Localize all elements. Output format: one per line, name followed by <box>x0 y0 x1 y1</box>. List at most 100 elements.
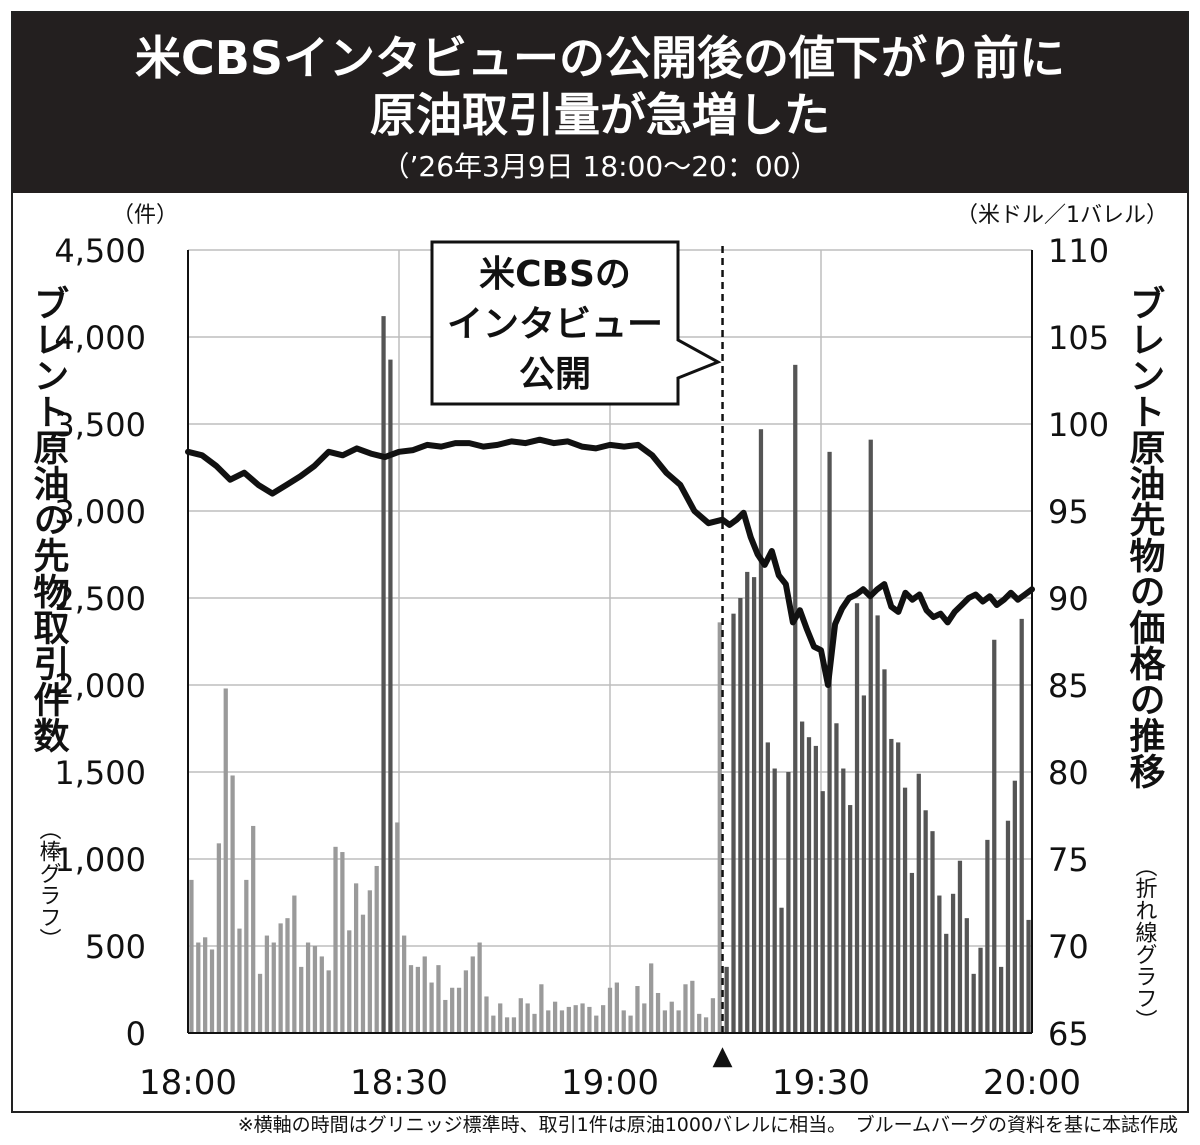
bar <box>360 914 366 1033</box>
bar <box>498 1003 503 1033</box>
bar <box>484 996 489 1033</box>
bar <box>751 577 757 1033</box>
bar <box>813 745 818 1033</box>
y-right-tick-label: 75 <box>1048 841 1089 879</box>
bar <box>786 772 791 1033</box>
bar <box>504 1017 510 1033</box>
bar <box>271 942 276 1033</box>
bar <box>854 603 860 1033</box>
bar <box>552 1001 558 1033</box>
y-right-tick-label: 110 <box>1048 232 1109 270</box>
y-left-tick-label: 0 <box>126 1015 146 1053</box>
bar <box>587 1006 592 1033</box>
left-axis-unit: （件） <box>112 203 178 228</box>
bar <box>518 998 523 1033</box>
bar <box>244 879 249 1033</box>
bar <box>710 998 716 1033</box>
bar <box>285 918 290 1033</box>
bar <box>614 982 619 1033</box>
left-axis-title-note: （棒グラフ） <box>36 818 62 950</box>
bar <box>456 987 462 1033</box>
bar <box>353 883 359 1033</box>
bar <box>827 451 832 1034</box>
bar <box>662 1010 668 1033</box>
callout-line-1: 米CBSの <box>479 254 631 295</box>
bar <box>388 359 393 1033</box>
y-right-tick-label: 70 <box>1048 928 1089 966</box>
bar <box>985 839 990 1033</box>
outer-frame <box>11 11 1189 1113</box>
bar <box>916 773 921 1033</box>
bar <box>223 688 228 1033</box>
bar <box>340 852 345 1033</box>
bar <box>902 787 908 1033</box>
bar <box>196 942 201 1033</box>
bar <box>251 825 256 1033</box>
header-background <box>13 13 1187 193</box>
bar <box>305 942 311 1033</box>
y-right-tick-label: 95 <box>1048 493 1089 531</box>
bar <box>450 987 455 1033</box>
bar <box>415 966 420 1033</box>
bar <box>326 970 331 1033</box>
bar <box>1026 919 1031 1033</box>
bar <box>203 937 208 1033</box>
price-line <box>185 436 1035 688</box>
bar <box>278 923 283 1033</box>
y-left-tick-label: 500 <box>85 928 146 966</box>
bar <box>724 966 729 1033</box>
bar <box>367 890 372 1033</box>
bar <box>237 928 242 1033</box>
bar <box>594 1015 599 1033</box>
bar <box>635 986 640 1033</box>
bar <box>292 895 297 1033</box>
bar <box>738 598 743 1033</box>
bar <box>758 429 764 1034</box>
bar <box>230 775 235 1033</box>
bar <box>697 1013 702 1033</box>
price-line-layer <box>185 436 1035 688</box>
bar <box>209 949 215 1033</box>
bar <box>848 805 853 1033</box>
bar <box>395 822 400 1033</box>
y-right-tick-label: 85 <box>1048 667 1089 705</box>
right-axis-unit: （米ドル／1バレル） <box>956 203 1168 228</box>
bar <box>470 956 475 1033</box>
bar <box>841 768 846 1033</box>
bar <box>649 963 654 1033</box>
y-left-tick-label: 2,500 <box>54 580 146 618</box>
y-right-tick-label: 100 <box>1048 406 1109 444</box>
bar <box>964 918 969 1033</box>
bar <box>1012 780 1017 1033</box>
y-left-tick-label: 1,000 <box>54 841 146 879</box>
bar <box>257 973 263 1033</box>
bar <box>937 895 942 1033</box>
bar <box>861 695 867 1033</box>
bar <box>992 639 997 1033</box>
bar <box>333 846 338 1033</box>
bar <box>923 810 928 1033</box>
bar <box>957 860 963 1033</box>
y-left-tick-label: 4,500 <box>54 232 146 270</box>
bar <box>189 879 194 1033</box>
bar <box>745 571 750 1033</box>
bar <box>868 439 873 1033</box>
bar <box>628 1015 633 1033</box>
bar <box>621 1010 626 1033</box>
bar <box>690 980 695 1033</box>
y-left-tick-label: 3,500 <box>54 406 146 444</box>
bar <box>546 1010 551 1033</box>
bar <box>1019 618 1024 1033</box>
x-tick-label: 18:30 <box>350 1063 448 1103</box>
bar <box>889 738 894 1033</box>
callout-line-3: 公開 <box>519 354 591 395</box>
bar <box>319 956 324 1033</box>
annotation-marker: ▲ <box>713 1041 733 1071</box>
bar <box>731 613 736 1033</box>
y-right-tick-label: 90 <box>1048 580 1089 618</box>
bar <box>402 935 407 1033</box>
bar <box>299 966 304 1033</box>
bar <box>950 893 956 1033</box>
